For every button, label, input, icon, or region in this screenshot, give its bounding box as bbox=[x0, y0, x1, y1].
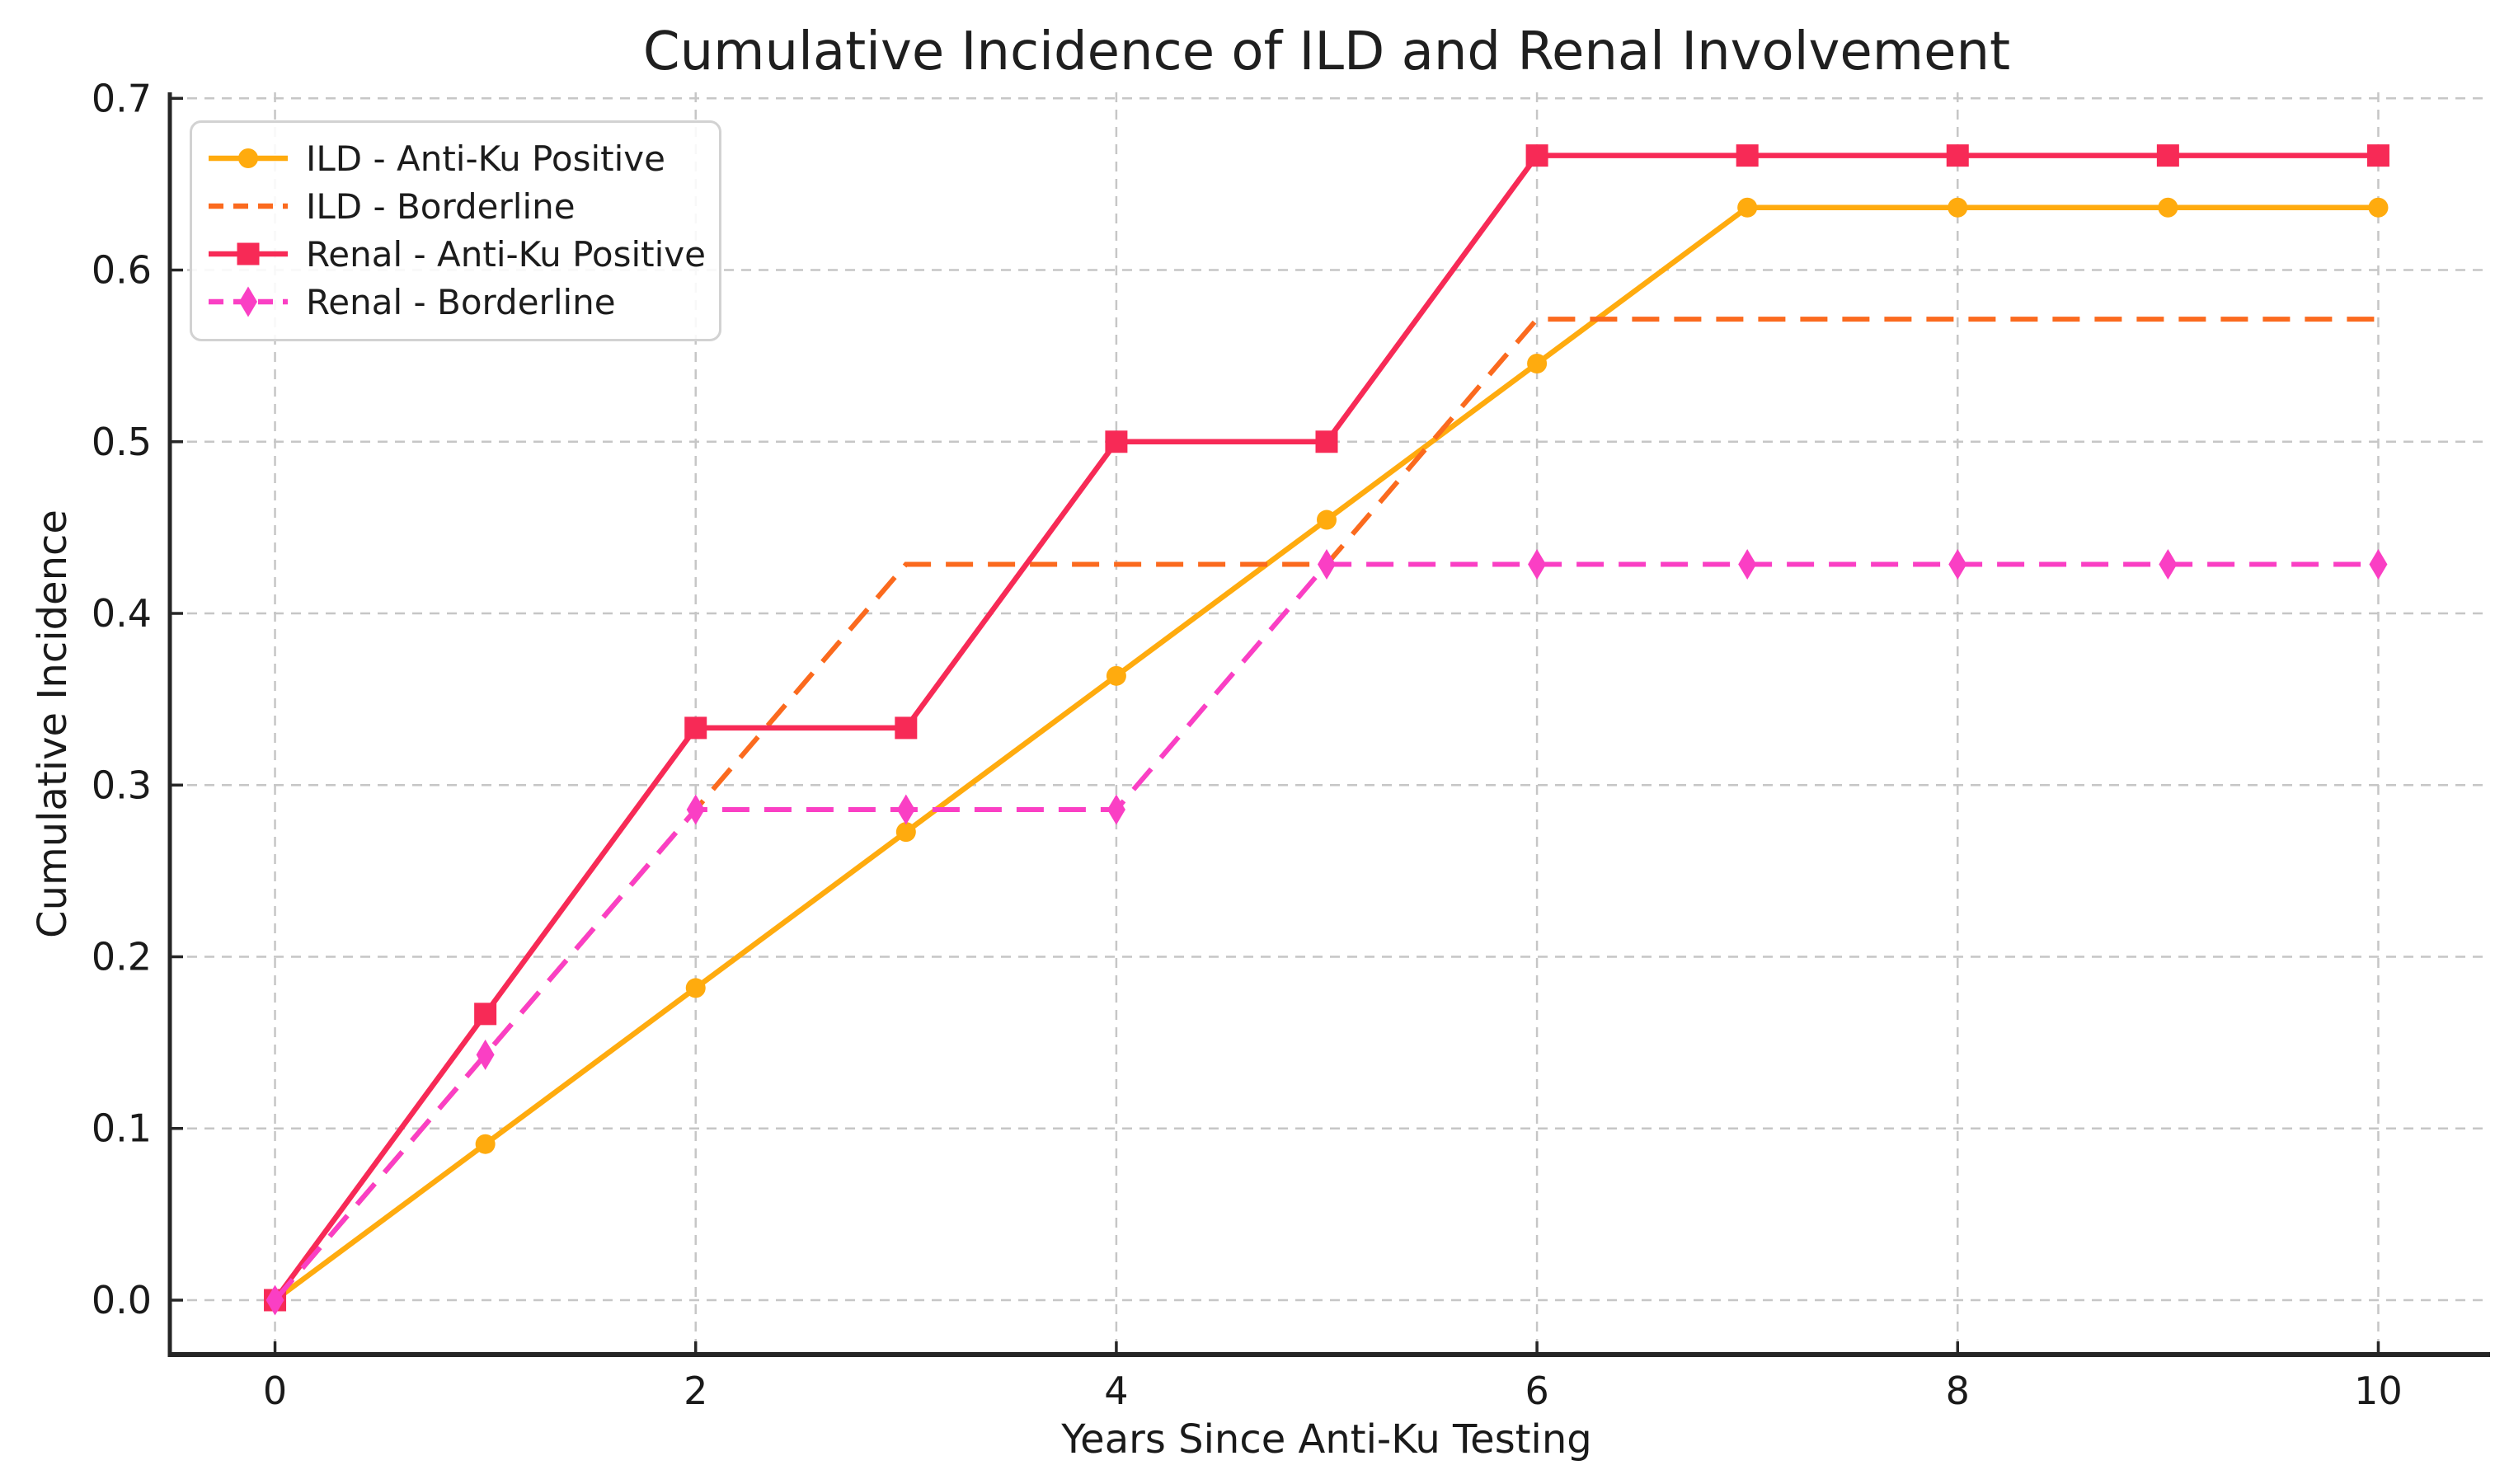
data-point-marker bbox=[1738, 548, 1757, 580]
x-tick-label: 2 bbox=[684, 1369, 707, 1413]
legend-label: ILD - Borderline bbox=[306, 186, 576, 227]
y-tick-label: 0.5 bbox=[92, 420, 152, 464]
y-tick-label: 0.3 bbox=[92, 763, 152, 807]
legend-label: Renal - Anti-Ku Positive bbox=[306, 233, 706, 275]
data-point-marker bbox=[1105, 430, 1128, 453]
data-point-marker bbox=[686, 794, 705, 825]
data-point-marker bbox=[2159, 548, 2178, 580]
data-point-marker bbox=[1107, 794, 1125, 825]
legend-swatch-icon bbox=[209, 242, 288, 265]
y-tick-label: 0.7 bbox=[92, 76, 152, 120]
legend-item-2: Renal - Anti-Ku Positive bbox=[207, 230, 706, 278]
legend-item-1: ILD - Borderline bbox=[207, 182, 702, 230]
y-tick-label: 0.6 bbox=[92, 248, 152, 293]
legend-label: Renal - Borderline bbox=[306, 281, 616, 322]
data-point-marker bbox=[1315, 430, 1338, 453]
data-point-marker bbox=[1737, 197, 1758, 218]
data-point-marker bbox=[474, 1003, 497, 1026]
data-point-marker bbox=[475, 1134, 496, 1154]
data-point-marker bbox=[1317, 510, 1337, 530]
series-line-3 bbox=[273, 561, 2379, 1302]
data-point-marker bbox=[895, 822, 916, 843]
data-point-marker bbox=[2156, 144, 2179, 167]
x-tick-label: 10 bbox=[2354, 1369, 2403, 1413]
legend-label: ILD - Anti-Ku Positive bbox=[306, 138, 665, 179]
y-tick-label: 0.2 bbox=[92, 935, 152, 979]
legend-item-3: Renal - Borderline bbox=[207, 278, 702, 326]
data-point-marker bbox=[685, 978, 706, 998]
data-point-marker bbox=[1948, 548, 1967, 580]
x-tick-label: 0 bbox=[263, 1369, 287, 1413]
data-point-marker bbox=[1946, 144, 1969, 167]
chart-title: Cumulative Incidence of ILD and Renal In… bbox=[642, 21, 2011, 82]
legend-swatch-icon bbox=[209, 203, 288, 209]
data-point-marker bbox=[895, 716, 918, 740]
series-line-1 bbox=[273, 317, 2379, 1302]
legend-swatch-icon bbox=[209, 148, 288, 168]
legend-marker-sample bbox=[238, 148, 258, 168]
data-point-marker bbox=[1948, 197, 1968, 218]
data-point-marker bbox=[2158, 197, 2178, 218]
data-point-marker bbox=[896, 794, 915, 825]
data-point-marker bbox=[1528, 548, 1547, 580]
data-point-marker bbox=[1527, 354, 1548, 374]
y-tick-label: 0.1 bbox=[92, 1106, 152, 1151]
data-point-marker bbox=[684, 716, 707, 740]
legend-item-0: ILD - Anti-Ku Positive bbox=[207, 134, 702, 182]
series-line-0 bbox=[273, 204, 2379, 1303]
legend-marker-sample bbox=[239, 286, 257, 317]
data-point-marker bbox=[2369, 548, 2388, 580]
data-point-marker bbox=[1106, 665, 1126, 686]
x-tick-label: 8 bbox=[1946, 1369, 1970, 1413]
y-tick-label: 0.4 bbox=[92, 591, 152, 636]
data-point-marker bbox=[2366, 144, 2389, 167]
legend: ILD - Anti-Ku Positive ILD - Borderline Re… bbox=[190, 120, 721, 341]
data-point-marker bbox=[1318, 548, 1336, 580]
data-point-marker bbox=[1525, 144, 1548, 167]
legend-swatch-icon bbox=[209, 286, 288, 317]
data-point-marker bbox=[2368, 197, 2389, 218]
legend-marker-sample bbox=[237, 242, 260, 265]
data-point-marker bbox=[265, 1284, 284, 1316]
data-point-marker bbox=[1736, 144, 1759, 167]
y-tick-label: 0.0 bbox=[92, 1278, 152, 1322]
y-axis-label: Cumulative Incidence bbox=[30, 510, 76, 938]
x-axis-label: Years Since Anti-Ku Testing bbox=[1061, 1416, 1592, 1463]
data-point-marker bbox=[476, 1039, 495, 1070]
x-tick-label: 6 bbox=[1525, 1369, 1548, 1413]
x-tick-label: 4 bbox=[1104, 1369, 1128, 1413]
